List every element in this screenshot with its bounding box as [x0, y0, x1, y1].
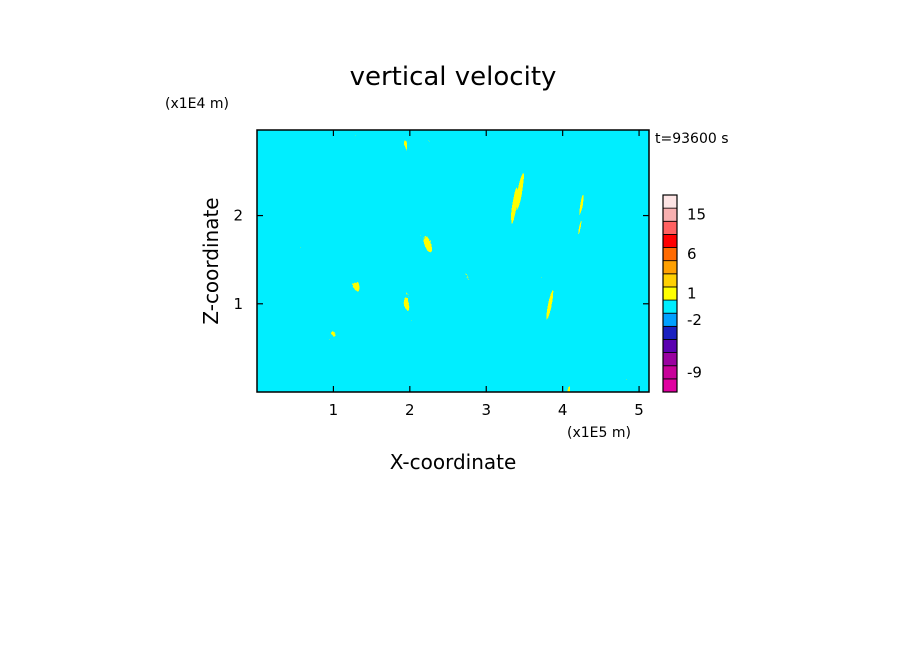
colorbar-level	[662, 273, 678, 288]
colorbar-label: -2	[687, 311, 702, 329]
y-unit-label: (x1E4 m)	[165, 96, 229, 112]
x-tick-label: 5	[634, 401, 644, 419]
colorbar-level	[662, 260, 678, 275]
contour-field	[257, 130, 649, 392]
y-tick-label: 2	[233, 207, 243, 225]
colorbar-label: -9	[687, 363, 702, 381]
x-tick-label: 1	[329, 401, 339, 419]
colorbar-level	[662, 220, 678, 235]
positive-stripes-right	[436, 130, 649, 392]
plot-frame	[256, 129, 650, 393]
colorbar-label: 6	[687, 245, 697, 263]
colorbar-level	[662, 339, 678, 354]
colorbar-level	[662, 286, 678, 301]
y-tick-label: 1	[233, 295, 243, 313]
colorbar-label: 15	[687, 206, 706, 224]
colorbar-label: 1	[687, 285, 697, 303]
x-tick-label: 4	[558, 401, 568, 419]
colorbar-level	[662, 312, 678, 327]
colorbar-level	[662, 365, 678, 380]
colorbar-level	[662, 194, 678, 209]
x-tick-label: 2	[405, 401, 415, 419]
positive-stripes-left	[257, 130, 545, 392]
x-unit-label: (x1E5 m)	[567, 425, 631, 441]
x-tick-label: 3	[481, 401, 491, 419]
colorbar-level	[662, 207, 678, 222]
colorbar-level	[662, 233, 678, 248]
colorbar-level	[662, 378, 678, 393]
colorbar: -9 -2 1 6 15	[662, 194, 706, 393]
colorbar-frame	[662, 194, 678, 393]
colorbar-level	[662, 325, 678, 340]
colorbar-level	[662, 299, 678, 314]
y-axis-title: Z-coordinate	[199, 197, 223, 324]
chart-title: vertical velocity	[350, 62, 557, 92]
colorbar-level	[662, 352, 678, 367]
y-axis: 12	[233, 207, 649, 313]
x-axis-title: X-coordinate	[390, 450, 517, 474]
x-axis: 1 2 3 4 5	[329, 130, 644, 419]
time-label: t=93600 s	[655, 131, 729, 147]
colorbar-level	[662, 247, 678, 262]
